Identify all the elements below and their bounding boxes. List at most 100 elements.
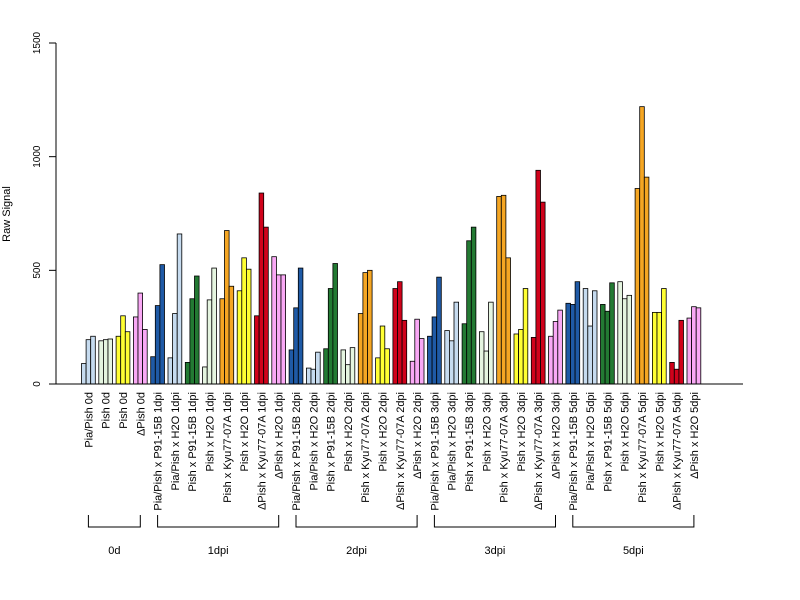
x-tick-label: ΔPish x Kyu77-07A 2dpi (395, 392, 407, 510)
bar (340, 349, 346, 385)
bar (678, 319, 684, 385)
bar (228, 285, 235, 385)
bar (132, 316, 139, 385)
bar (379, 325, 386, 385)
bar (397, 281, 403, 385)
bars (81, 106, 702, 385)
x-tick-label: ΔPish x H2O 2dpi (412, 392, 424, 479)
bar (513, 333, 519, 385)
bar (206, 299, 213, 385)
x-tick-label: Pia/Pish 0d (83, 392, 95, 448)
bar (288, 349, 295, 385)
bar (604, 310, 611, 385)
bar (622, 298, 628, 385)
timepoint-bracket (87, 515, 141, 528)
bar (124, 331, 131, 385)
x-tick-label: ΔPish x Kyu77-07A 5dpi (672, 392, 684, 510)
x-tick-label: Pish x H2O 2dpi (378, 392, 390, 471)
x-tick-label: Pish x H2O 1dpi (205, 392, 217, 471)
bar (275, 274, 282, 385)
bar (409, 360, 416, 385)
bar (478, 331, 485, 385)
y-tick-label: 0 (32, 381, 43, 387)
x-tick-label: ΔPish x H2O 3dpi (551, 392, 563, 479)
x-tick-label: Pish x P91-15B 5dpi (602, 392, 614, 492)
bar (367, 269, 373, 385)
bar (332, 263, 338, 385)
bar (224, 230, 230, 385)
bar (384, 348, 390, 385)
bar (271, 256, 277, 385)
bar (695, 307, 702, 385)
bar (345, 364, 351, 385)
bar (315, 351, 321, 385)
x-tick-label: Pia/Pish x H2O 3dpi (447, 392, 459, 490)
bar (661, 288, 667, 385)
y-tick-label: 1000 (32, 145, 43, 168)
timepoint-label: 1dpi (208, 545, 229, 557)
x-tick-label: ΔPish x H2O 1dpi (274, 392, 286, 479)
bar (120, 315, 126, 385)
bar (600, 304, 606, 385)
bar (652, 311, 658, 385)
bar (293, 307, 299, 385)
bar (518, 329, 524, 385)
x-tick-label: Pish x H2O 3dpi (516, 392, 528, 471)
bar (401, 319, 408, 385)
bar (496, 196, 502, 385)
y-axis-label: Raw Signal (1, 186, 13, 242)
timepoint-bracket (572, 515, 695, 528)
bar (194, 275, 200, 385)
y-axis: 0 500 1000 1500 (32, 31, 57, 387)
bar (488, 301, 494, 385)
bar (167, 357, 173, 385)
bar (305, 367, 312, 385)
timepoint-label: 0d (108, 545, 120, 557)
bar (574, 281, 581, 385)
bar (362, 272, 368, 385)
bar (634, 188, 641, 385)
bar (137, 292, 143, 385)
bar (414, 318, 420, 385)
bar (592, 290, 598, 385)
timepoint-bracket (433, 515, 556, 528)
x-tick-label: Pish x H2O 3dpi (481, 392, 493, 471)
bar (254, 315, 260, 385)
bar (570, 304, 576, 385)
bar (115, 335, 122, 385)
bar (297, 267, 304, 385)
bar (280, 274, 286, 385)
bar (643, 176, 650, 385)
bar (392, 288, 398, 385)
bar (107, 338, 113, 385)
bar (184, 362, 191, 385)
bar (427, 335, 433, 385)
bar (483, 350, 489, 385)
x-tick-label: Pia/Pish x P91-15B 3dpi (429, 392, 441, 511)
bar (202, 366, 208, 385)
bar (375, 357, 381, 385)
bar (530, 336, 537, 385)
bar (448, 340, 455, 385)
bar (211, 267, 217, 385)
bar (552, 321, 559, 385)
x-tick-label: Pish 0d (118, 392, 130, 429)
bar (263, 226, 269, 385)
bar (669, 362, 675, 385)
x-tick-label: Pish x Kyu77-07A 5dpi (637, 392, 649, 503)
bar (626, 294, 632, 385)
bar (466, 240, 472, 385)
bar (565, 302, 571, 385)
bar (219, 298, 225, 385)
timepoint-brackets: 0d 1dpi 2dpi 3dpi 5dpi (87, 515, 695, 557)
timepoint-bracket (157, 515, 280, 528)
bar (90, 335, 96, 385)
bar (431, 316, 438, 385)
bar (686, 317, 692, 385)
bar (540, 201, 546, 385)
bar (85, 339, 92, 385)
bar (500, 194, 507, 385)
bar (159, 264, 165, 385)
bar (582, 288, 589, 385)
